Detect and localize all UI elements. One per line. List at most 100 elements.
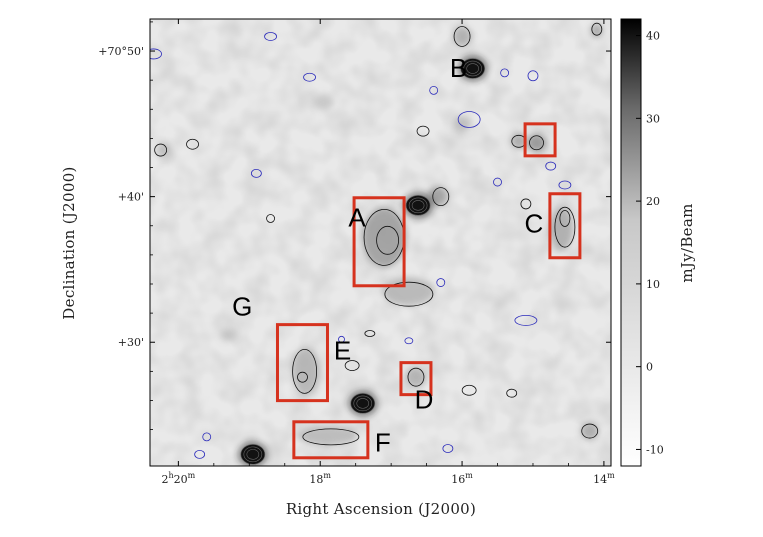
negative-contour [338, 335, 345, 343]
source-contour [411, 200, 425, 211]
region-label: B [450, 53, 467, 83]
negative-contour [202, 432, 212, 442]
diffuse-blob [220, 328, 237, 341]
positive-contour [376, 225, 399, 255]
diffuse-blob [453, 26, 472, 47]
colorbar-title: mJy/Beam [678, 203, 696, 282]
negative-contour [250, 168, 262, 178]
region-a: A [348, 196, 406, 288]
diffuse-blob [405, 367, 426, 388]
colorbar-tick-label: 40 [646, 30, 660, 43]
region-g: G [232, 292, 252, 322]
colorbar-tick-label: 10 [646, 278, 660, 291]
colorbar-tick-label: -10 [646, 443, 664, 456]
region-box [352, 196, 406, 288]
source-core [240, 444, 265, 465]
diffuse-blob [382, 277, 435, 306]
source-contour [463, 60, 483, 77]
region-box [275, 323, 329, 403]
colorbar-gradient [620, 18, 642, 467]
positive-contour [407, 367, 425, 387]
source-core [460, 58, 485, 79]
negative-contour [436, 278, 446, 287]
x-tick-label: 2h20m [161, 471, 195, 486]
y-axis-title: Declination (J2000) [60, 166, 78, 319]
diffuse-blob [313, 93, 334, 110]
positive-contour [554, 206, 576, 248]
diffuse-blob [297, 425, 358, 446]
diffuse-blob [580, 422, 599, 441]
positive-contour [302, 428, 360, 446]
x-tick-label: 14m [593, 471, 615, 486]
diffuse-blob [362, 207, 407, 268]
diffuse-blob [510, 133, 527, 150]
region-f: F [292, 420, 391, 460]
source-contour [353, 395, 373, 412]
y-tick-label: +70°50' [98, 45, 144, 58]
map-frame [149, 18, 612, 467]
positive-contour [154, 143, 168, 157]
region-e: E [275, 323, 351, 403]
positive-contour [529, 135, 544, 151]
positive-contour [506, 388, 518, 398]
positive-contour [344, 360, 360, 371]
colorbar: 40 30 20 10 0 -10 [620, 18, 664, 467]
source-contour [243, 446, 263, 463]
negative-contour [303, 72, 316, 82]
negative-contour [150, 48, 162, 60]
source-contour [246, 449, 260, 460]
source-contour [350, 393, 376, 414]
emission-layer [150, 22, 603, 466]
colorbar-ticks: 40 30 20 10 0 -10 [636, 30, 664, 456]
source-contour [356, 398, 370, 409]
negative-contour [404, 337, 414, 345]
negative-contour [442, 444, 454, 453]
source-contour [460, 58, 486, 79]
bright-source [347, 390, 378, 417]
y-tick-label: +40' [118, 191, 144, 204]
source-core [350, 393, 375, 414]
positive-contour [297, 371, 308, 383]
region-label: D [415, 385, 434, 415]
negative-contour [558, 180, 572, 190]
negative-contour [194, 449, 206, 459]
colorbar-tick-label: 0 [646, 361, 653, 374]
region-label: C [525, 209, 544, 239]
positive-contour [520, 198, 532, 210]
region-label: F [375, 428, 391, 458]
x-tick-label: 16m [451, 471, 473, 486]
positive-contour [186, 138, 199, 150]
region-d: D [399, 361, 434, 415]
positive-contour [364, 330, 376, 337]
negative-contour [457, 111, 481, 128]
positive-contour [581, 423, 599, 439]
negative-contour [500, 68, 510, 78]
positive-contour [266, 214, 275, 223]
source-contour [466, 63, 480, 74]
y-axis: +70°50' +40' +30' [98, 21, 611, 430]
negative-contour [545, 161, 557, 171]
source-contour [405, 195, 431, 216]
x-axis: 2h20m 18m 16m 14m [161, 19, 615, 486]
source-contour [240, 444, 266, 465]
source-core [406, 195, 431, 216]
region-box [399, 361, 433, 397]
region-label: A [348, 203, 366, 233]
negative-contour [264, 32, 277, 41]
y-tick-label: +30' [118, 336, 144, 349]
region-box [292, 420, 370, 460]
negative-contour [429, 85, 439, 95]
region-boxes: A B C D E F G [232, 53, 582, 460]
region-c: C [525, 192, 582, 260]
negative-contour [514, 314, 538, 326]
x-tick-label: 18m [309, 471, 331, 486]
positive-contour [461, 384, 477, 396]
bright-source [403, 192, 434, 219]
bright-source [457, 55, 488, 82]
positive-contour [591, 22, 603, 36]
positive-contour [453, 26, 471, 47]
positive-contour [416, 125, 430, 137]
diffuse-blob [292, 347, 321, 396]
bright-source [237, 441, 268, 466]
